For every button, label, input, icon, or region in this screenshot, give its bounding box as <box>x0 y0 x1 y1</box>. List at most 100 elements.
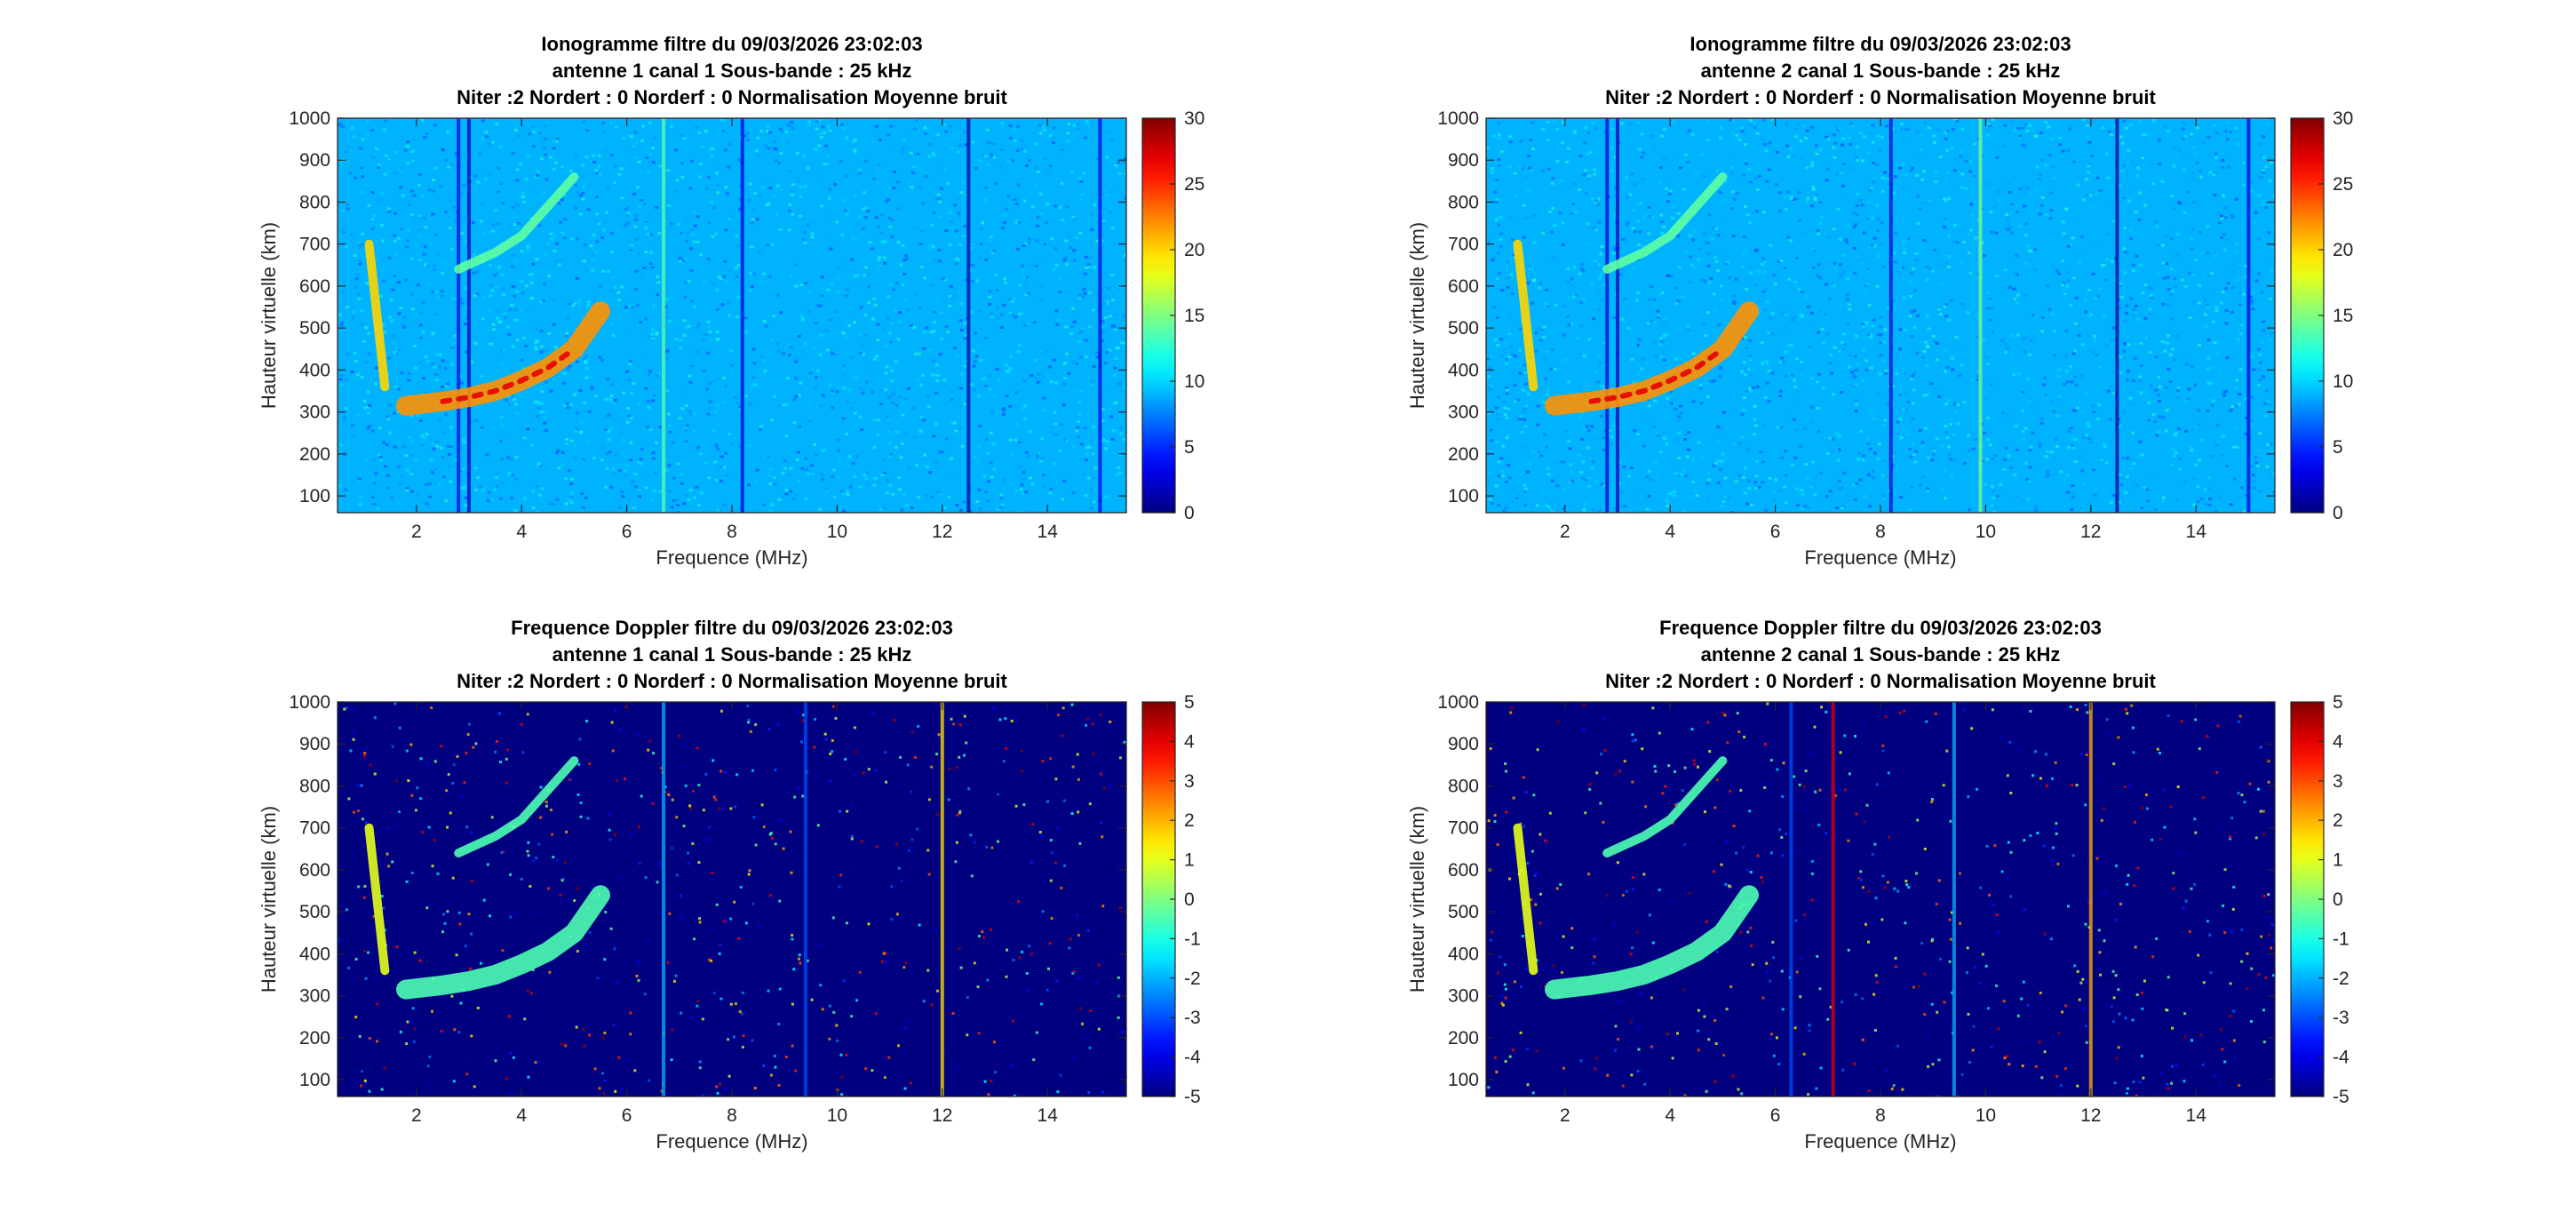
noise-cell <box>791 126 795 130</box>
noise-cell <box>1582 232 1586 235</box>
noise-cell <box>1903 371 1907 375</box>
noise-cell <box>1916 314 1920 317</box>
noise-cell <box>2122 247 2127 251</box>
noise-cell <box>629 441 633 444</box>
noise-cell <box>658 164 663 168</box>
noise-cell <box>788 170 792 173</box>
noise-cell <box>807 404 812 408</box>
noise-cell <box>964 334 968 338</box>
noise-cell <box>1034 376 1038 379</box>
noise-cell <box>441 271 445 275</box>
noise-cell <box>2067 430 2071 434</box>
noise-cell <box>1549 367 1554 371</box>
noise-cell <box>896 338 901 341</box>
noise-cell <box>449 508 452 512</box>
noise-cell <box>561 231 565 235</box>
noise-cell <box>418 336 423 339</box>
noise-cell <box>1968 233 1971 236</box>
noise-cell <box>832 468 836 472</box>
noise-cell <box>1499 237 1503 241</box>
noise-cell <box>1765 300 1769 304</box>
noise-cell <box>1734 277 1738 281</box>
noise-cell <box>699 491 704 495</box>
noise-cell <box>1871 124 1875 127</box>
noise-cell <box>377 453 381 457</box>
noise-cell <box>1623 505 1627 508</box>
noise-cell <box>1720 505 1724 508</box>
noise-cell <box>1602 484 1607 488</box>
noise-cell <box>864 477 869 480</box>
noise-cell <box>1027 454 1030 458</box>
noise-cell <box>607 269 611 273</box>
noise-cell <box>372 213 377 217</box>
noise-cell <box>1499 244 1503 248</box>
noise-cell <box>882 256 886 259</box>
noise-cell <box>1061 379 1066 382</box>
noise-cell <box>1114 163 1118 167</box>
noise-cell <box>792 421 797 424</box>
noise-cell <box>1753 481 1758 484</box>
noise-cell <box>1015 219 1020 222</box>
noise-cell <box>871 141 875 144</box>
noise-cell <box>425 502 429 506</box>
noise-cell <box>380 192 384 195</box>
noise-cell <box>1549 501 1554 505</box>
noise-cell <box>1087 325 1092 329</box>
noise-cell <box>563 218 568 221</box>
noise-cell <box>2224 244 2229 247</box>
noise-cell <box>2132 462 2136 466</box>
noise-cell <box>934 363 939 367</box>
noise-cell <box>515 318 520 322</box>
noise-cell <box>2144 337 2149 340</box>
noise-cell <box>655 206 659 209</box>
noise-cell <box>1594 436 1599 440</box>
noise-cell <box>1081 472 1085 475</box>
noise-cell <box>796 179 800 183</box>
noise-cell <box>340 124 345 128</box>
noise-cell <box>1054 381 1059 385</box>
noise-cell <box>1952 459 1957 463</box>
noise-cell <box>1884 371 1888 375</box>
noise-cell <box>607 438 611 442</box>
noise-cell <box>1748 358 1753 361</box>
noise-cell <box>722 503 727 506</box>
noise-cell <box>1663 176 1666 179</box>
noise-cell <box>1635 343 1640 347</box>
noise-cell <box>1762 260 1767 264</box>
noise-cell <box>2238 303 2242 307</box>
noise-cell <box>715 288 720 291</box>
noise-cell <box>2222 435 2226 438</box>
noise-cell <box>1904 391 1908 395</box>
noise-cell <box>912 127 917 131</box>
noise-cell <box>1093 160 1097 163</box>
noise-cell <box>1027 322 1031 325</box>
noise-cell <box>1847 224 1851 227</box>
noise-cell <box>847 493 850 497</box>
noise-cell <box>604 398 608 401</box>
noise-cell <box>618 506 622 509</box>
noise-cell <box>1052 358 1056 362</box>
noise-cell <box>1573 129 1578 132</box>
noise-cell <box>1000 122 1005 124</box>
noise-cell <box>995 368 999 371</box>
noise-cell <box>2106 389 2111 393</box>
noise-cell <box>846 288 849 291</box>
noise-cell <box>1062 259 1067 262</box>
noise-cell <box>1976 379 1980 382</box>
noise-cell <box>2125 304 2129 307</box>
noise-cell <box>1747 280 1752 283</box>
noise-cell <box>909 151 913 155</box>
noise-cell <box>464 350 468 354</box>
noise-cell <box>1695 494 1699 498</box>
noise-cell <box>1904 173 1908 177</box>
noise-cell <box>490 498 495 502</box>
noise-cell <box>1793 379 1797 382</box>
noise-cell <box>1612 212 1617 216</box>
noise-cell <box>1014 221 1018 224</box>
noise-cell <box>1742 173 1745 177</box>
noise-cell <box>708 406 712 410</box>
noise-cell <box>1706 264 1711 267</box>
noise-cell <box>2065 270 2069 274</box>
noise-cell <box>2051 164 2055 168</box>
noise-cell <box>958 291 963 295</box>
